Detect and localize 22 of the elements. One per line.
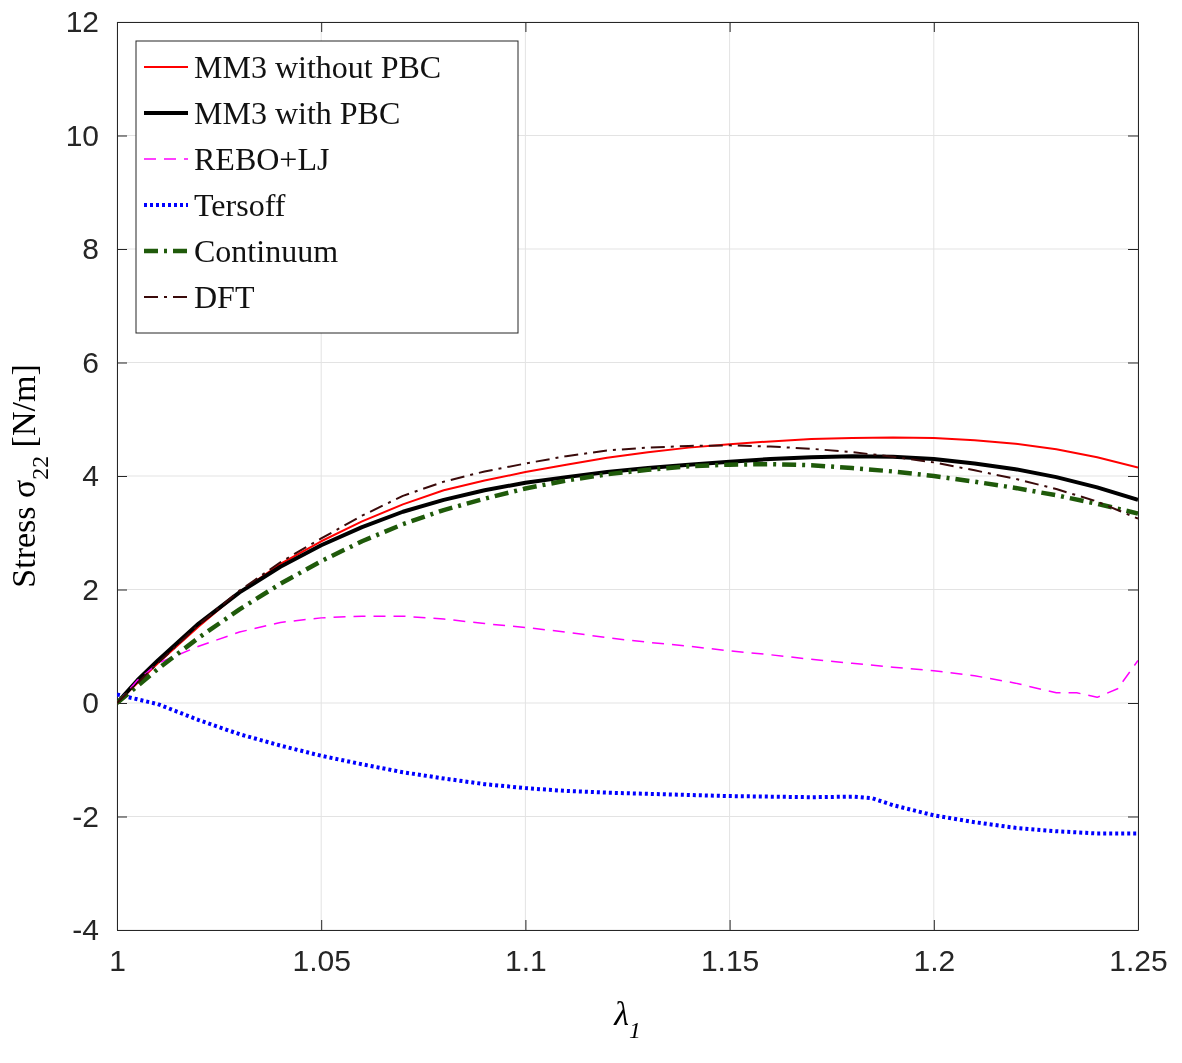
y-tick-label: -2 bbox=[72, 799, 99, 833]
x-axis-title: λ$_{1}$ bbox=[613, 995, 641, 1043]
x-tick-label: 1.25 bbox=[1109, 944, 1168, 978]
x-tick-label: 1.15 bbox=[700, 944, 760, 978]
legend-label: REBO+LJ bbox=[194, 141, 330, 177]
x-tick-label: 1 bbox=[109, 944, 126, 978]
x-tick-label: 1.1 bbox=[505, 944, 547, 978]
legend-label: MM3 without PBC bbox=[194, 49, 442, 85]
y-tick-label: 10 bbox=[65, 118, 99, 152]
y-tick-label: 2 bbox=[82, 572, 99, 606]
y-tick-label: 6 bbox=[82, 345, 99, 379]
y-tick-label: 4 bbox=[82, 459, 99, 493]
x-tick-label: 1.05 bbox=[292, 944, 351, 978]
y-tick-label: -4 bbox=[72, 913, 99, 947]
y-tick-label: 0 bbox=[82, 686, 99, 720]
legend-label: DFT bbox=[194, 279, 255, 315]
legend-label: Continuum bbox=[194, 233, 339, 269]
y-tick-label: 8 bbox=[82, 232, 99, 266]
legend-label: Tersoff bbox=[194, 187, 286, 223]
legend-label: MM3 with PBC bbox=[194, 95, 401, 131]
x-tick-label: 1.2 bbox=[913, 944, 956, 978]
y-tick-label: 12 bbox=[65, 5, 99, 39]
